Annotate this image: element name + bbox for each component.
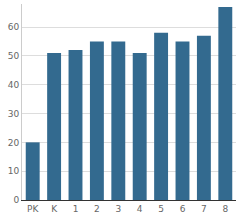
svg-text:20: 20 bbox=[8, 138, 20, 148]
svg-text:3: 3 bbox=[115, 204, 121, 214]
svg-text:7: 7 bbox=[201, 204, 207, 214]
svg-text:10: 10 bbox=[8, 166, 20, 176]
svg-text:8: 8 bbox=[222, 204, 228, 214]
svg-text:40: 40 bbox=[8, 80, 20, 90]
svg-text:50: 50 bbox=[8, 51, 20, 61]
svg-text:1: 1 bbox=[73, 204, 79, 214]
svg-text:2: 2 bbox=[94, 204, 100, 214]
svg-text:60: 60 bbox=[8, 22, 20, 32]
svg-text:30: 30 bbox=[8, 109, 20, 119]
svg-text:K: K bbox=[51, 204, 58, 214]
svg-text:5: 5 bbox=[158, 204, 164, 214]
svg-text:0: 0 bbox=[13, 195, 19, 205]
svg-text:6: 6 bbox=[180, 204, 186, 214]
svg-text:4: 4 bbox=[137, 204, 143, 214]
svg-text:PK: PK bbox=[27, 204, 39, 214]
